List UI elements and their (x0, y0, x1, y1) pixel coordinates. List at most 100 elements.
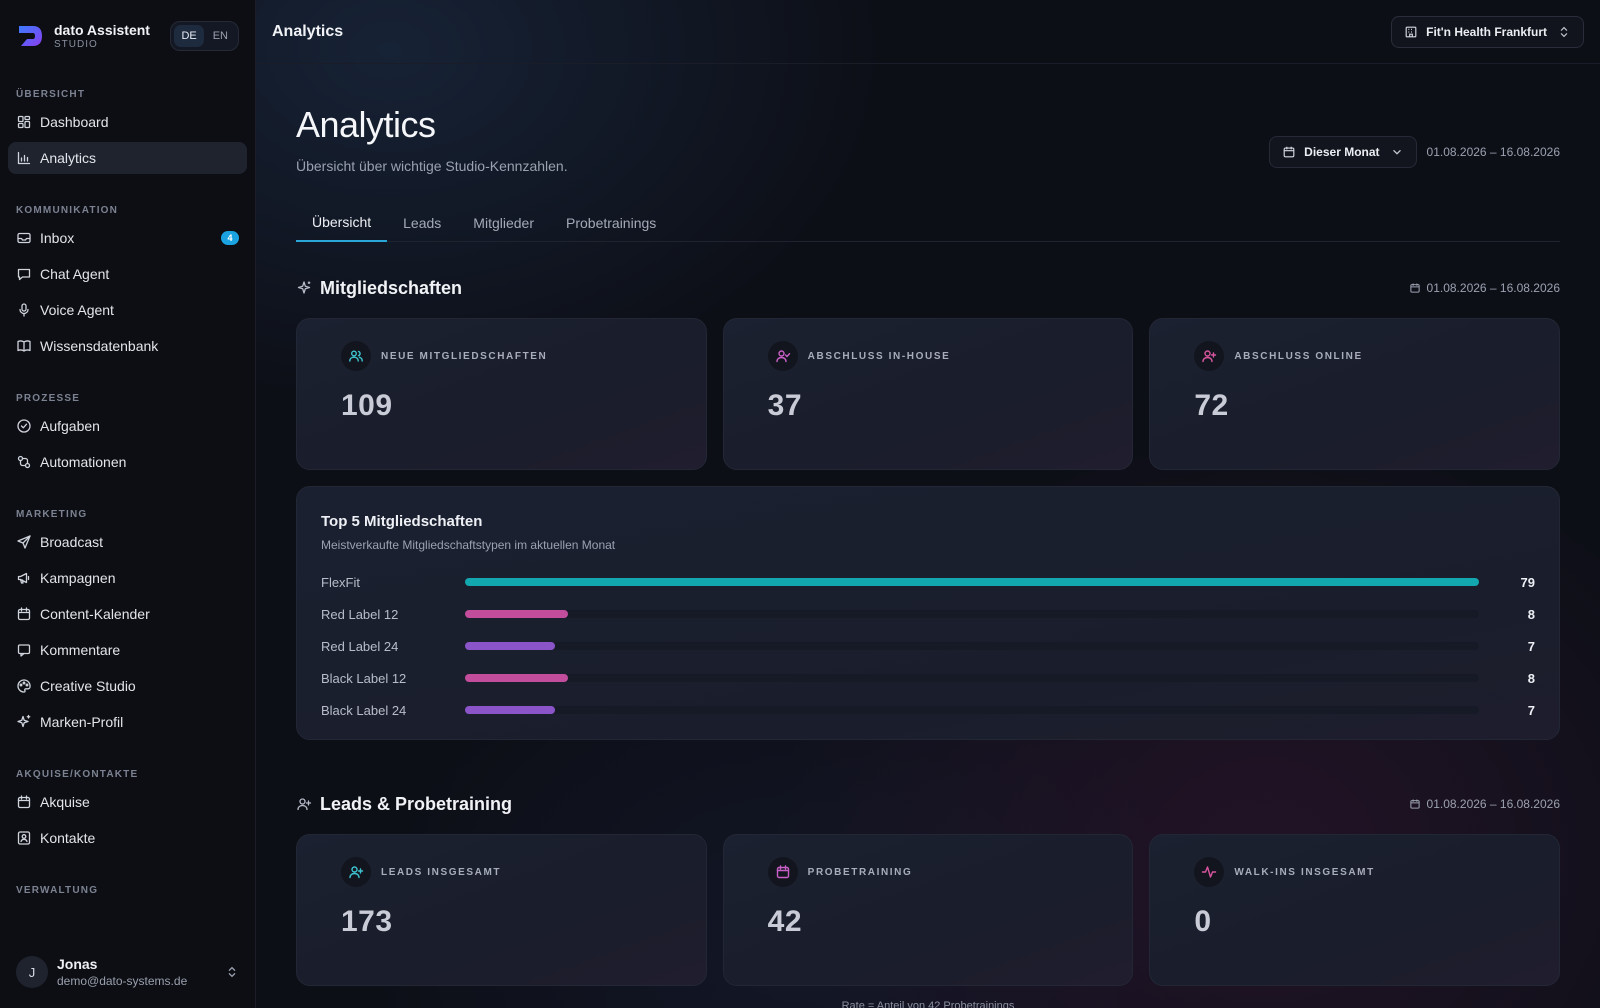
bar-fill (465, 706, 555, 714)
sidebar-item-analytics[interactable]: Analytics (8, 142, 247, 174)
sidebar-item-label: Creative Studio (40, 678, 136, 694)
bar-fill (465, 642, 555, 650)
kpi-value: 42 (767, 905, 803, 938)
sidebar-item-kontakte[interactable]: Kontakte (8, 822, 247, 854)
sidebar-item-wissensdatenbank[interactable]: Wissensdatenbank (8, 330, 247, 362)
nav-section-title: VERWALTUNG (16, 885, 99, 896)
nav-section: PROZESSE Aufgaben Automationen (0, 380, 255, 478)
sidebar-item-content-kalender[interactable]: Content-Kalender (8, 598, 247, 630)
tab-uebersicht[interactable]: Übersicht (296, 204, 388, 242)
memberships-title: Mitgliedschaften (320, 277, 463, 298)
chevron-up-down-icon (1560, 26, 1568, 37)
sidebar-item-akquise[interactable]: Akquise (8, 786, 247, 818)
top5-title: Top 5 Mitgliedschaften (321, 513, 483, 530)
language-switch: DE EN (170, 21, 239, 51)
sidebar-item-inbox[interactable]: Inbox 4 (8, 222, 247, 254)
kpi-label: ABSCHLUSS ONLINE (1234, 350, 1363, 362)
bar-label: FlexFit (321, 574, 360, 590)
tab-mitglieder[interactable]: Mitglieder (473, 215, 534, 231)
sidebar-item-label: Akquise (40, 794, 90, 810)
bar-value: 8 (1527, 670, 1535, 686)
sidebar-item-automationen[interactable]: Automationen (8, 446, 247, 478)
bar-value: 7 (1527, 638, 1535, 654)
unread-badge: 4 (221, 231, 239, 245)
memberships-range: 01.08.2026 – 16.08.2026 (1409, 281, 1560, 295)
brand-name: dato Assistent (54, 22, 150, 38)
sidebar-item-dashboard[interactable]: Dashboard (8, 106, 247, 138)
period-range: 01.08.2026 – 16.08.2026 (1426, 145, 1560, 159)
sidebar-item-aufgaben[interactable]: Aufgaben (8, 410, 247, 442)
kpi-value: 37 (767, 389, 803, 422)
bar-fill (465, 610, 568, 618)
bar-track (465, 674, 1479, 682)
period-select[interactable]: Dieser Monat (1269, 136, 1417, 168)
studio-select[interactable]: Fit'n Health Frankfurt (1391, 15, 1584, 48)
sidebar-item-creative-studio[interactable]: Creative Studio (8, 670, 247, 702)
chevron-up-down-icon (228, 966, 236, 978)
bar-track (465, 706, 1479, 714)
lang-en-button[interactable]: EN (212, 30, 228, 42)
bar-value: 7 (1527, 702, 1535, 718)
kpi-label: ABSCHLUSS IN-HOUSE (807, 350, 951, 362)
chevron-down-icon (1392, 150, 1401, 155)
tab-bar: Übersicht Leads Mitglieder Probetrainings (296, 204, 1560, 242)
memberships-cards: NEUE MITGLIEDSCHAFTEN 109 ABSCHLUSS IN-HOU… (296, 318, 1561, 470)
book-icon (16, 338, 32, 354)
page-subtitle: Übersicht über wichtige Studio-Kennzahle… (296, 158, 568, 174)
sidebar-item-kampagnen[interactable]: Kampagnen (8, 562, 247, 594)
sidebar-item-chat-agent[interactable]: Chat Agent (8, 258, 247, 290)
leads-range-text: 01.08.2026 – 16.08.2026 (1426, 797, 1560, 811)
bar-fill (465, 578, 1479, 586)
top5-rows: FlexFit 79 Red Label 12 8 Red Label 24 7 Black… (321, 566, 1535, 726)
topbar-title: Analytics (272, 22, 344, 40)
kpi-value: 109 (341, 389, 393, 422)
tab-leads[interactable]: Leads (403, 215, 442, 231)
sidebar-item-label: Kommentare (40, 642, 121, 658)
building-icon (1405, 26, 1417, 37)
bar-value: 8 (1527, 606, 1535, 622)
bar-fill (465, 674, 568, 682)
bar-value: 79 (1520, 574, 1535, 590)
calendar-icon (1409, 799, 1420, 809)
bar-label: Red Label 24 (321, 638, 399, 654)
user-plus-icon (1194, 341, 1225, 371)
leads-footnote: Rate = Anteil von 42 Probetrainings (841, 1000, 1015, 1008)
sidebar-item-kommentare[interactable]: Kommentare (8, 634, 247, 666)
lang-de-button[interactable]: DE (174, 25, 204, 47)
comment-icon (16, 642, 32, 658)
user-email: demo@dato-systems.de (57, 974, 188, 988)
activity-icon (1194, 857, 1225, 887)
sidebar-item-marken-profil[interactable]: Marken-Profil (8, 706, 247, 738)
sidebar-item-broadcast[interactable]: Broadcast (8, 526, 247, 558)
leads-title: Leads & Probetraining (320, 793, 513, 814)
sidebar-item-label: Voice Agent (40, 302, 114, 318)
studio-select-label: Fit'n Health Frankfurt (1426, 24, 1547, 39)
logo-icon (19, 26, 42, 46)
top5-card: Top 5 Mitgliedschaften Meistverkaufte Mi… (296, 486, 1560, 740)
kpi-value: 173 (341, 905, 393, 938)
top5-subtitle: Meistverkaufte Mitgliedschaftstypen im a… (321, 538, 616, 552)
microphone-icon (16, 302, 32, 318)
kpi-label: WALK-INS INSGESAMT (1234, 866, 1375, 878)
calendar-icon (16, 794, 32, 810)
nav-section-title: AKQUISE/KONTAKTE (16, 769, 139, 780)
user-menu[interactable]: J Jonas demo@dato-systems.de (16, 952, 239, 992)
inbox-icon (16, 230, 32, 246)
sidebar-item-voice-agent[interactable]: Voice Agent (8, 294, 247, 326)
leads-section-header: Leads & Probetraining 01.08.2026 – 16.08… (296, 792, 1560, 816)
kpi-card: ABSCHLUSS ONLINE 72 (1149, 318, 1561, 470)
nav-section: MARKETING Broadcast Kampagnen Content-Kalen… (0, 496, 255, 738)
kpi-card: WALK-INS INSGESAMT 0 (1149, 834, 1561, 986)
bar-track (465, 642, 1479, 650)
leads-range: 01.08.2026 – 16.08.2026 (1409, 797, 1560, 811)
sparkles-icon (296, 280, 312, 296)
kpi-label: NEUE MITGLIEDSCHAFTEN (381, 350, 548, 362)
calendar-icon (16, 606, 32, 622)
kpi-card: NEUE MITGLIEDSCHAFTEN 109 (296, 318, 707, 470)
sidebar-nav: ÜBERSICHT Dashboard Analytics KOMMUNIKATION… (0, 76, 255, 896)
tab-probetrainings[interactable]: Probetrainings (566, 215, 657, 231)
nav-section: KOMMUNIKATION Inbox 4 Chat Agent Voice Agent… (0, 192, 255, 362)
kpi-value: 0 (1194, 905, 1212, 938)
kpi-label: PROBETRAINING (807, 866, 913, 878)
sparkles-icon (16, 714, 32, 730)
